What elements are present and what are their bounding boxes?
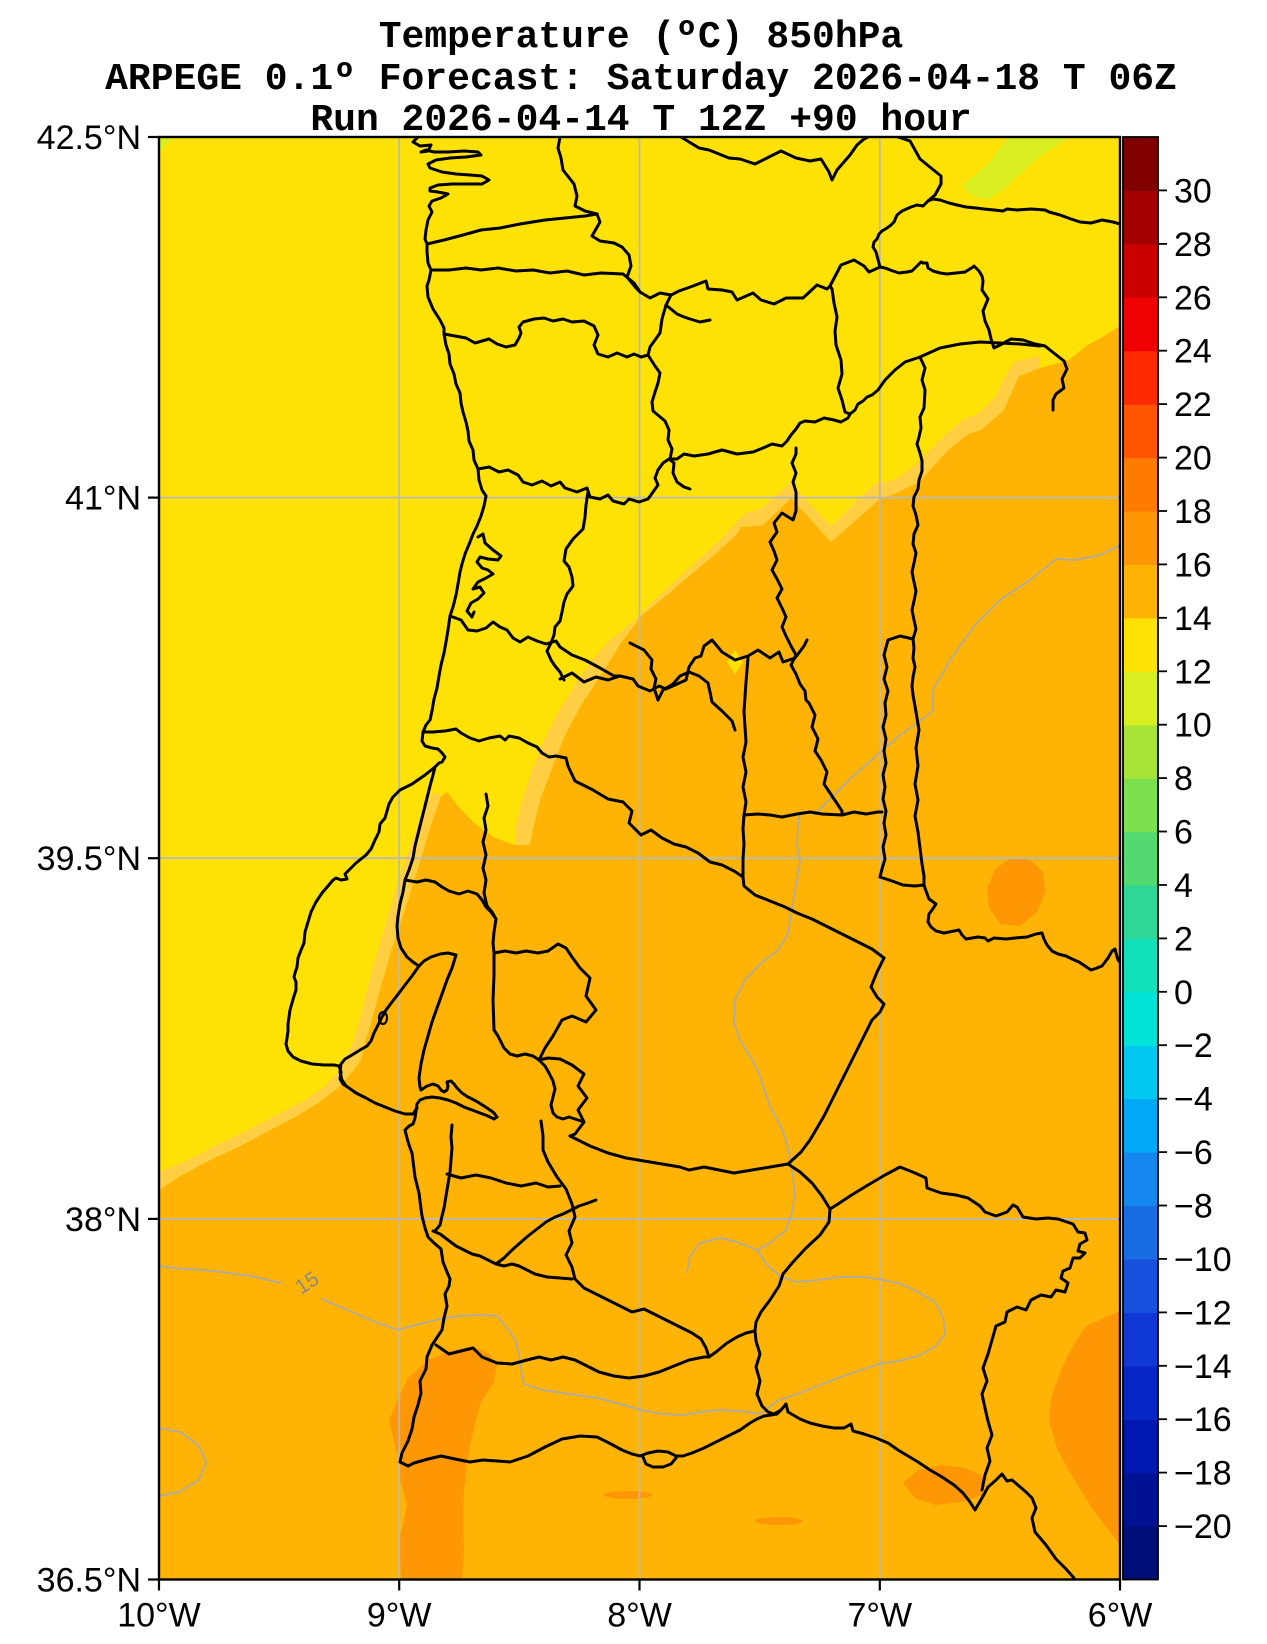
svg-text:22: 22 <box>1174 386 1212 424</box>
svg-text:Run 2026-04-14 T 12Z +90 hour: Run 2026-04-14 T 12Z +90 hour <box>310 99 971 142</box>
svg-text:6°W: 6°W <box>1088 1597 1153 1635</box>
svg-text:24: 24 <box>1174 333 1212 371</box>
svg-text:36.5°N: 36.5°N <box>37 1562 141 1600</box>
svg-text:7°W: 7°W <box>847 1597 912 1635</box>
svg-text:8: 8 <box>1174 760 1193 798</box>
svg-text:−6: −6 <box>1174 1134 1213 1172</box>
svg-text:26: 26 <box>1174 279 1212 317</box>
svg-text:18: 18 <box>1174 493 1212 531</box>
svg-text:41°N: 41°N <box>65 480 141 518</box>
svg-text:16: 16 <box>1174 546 1212 584</box>
svg-text:−8: −8 <box>1174 1188 1213 1226</box>
svg-text:−16: −16 <box>1174 1401 1232 1439</box>
svg-text:14: 14 <box>1174 600 1212 638</box>
svg-text:8°W: 8°W <box>607 1597 672 1635</box>
svg-text:−2: −2 <box>1174 1027 1213 1065</box>
svg-text:10°W: 10°W <box>117 1597 201 1635</box>
svg-text:2: 2 <box>1174 920 1193 958</box>
svg-text:12: 12 <box>1174 653 1212 691</box>
svg-text:10: 10 <box>1174 707 1212 745</box>
svg-text:39.5°N: 39.5°N <box>37 840 141 878</box>
svg-text:Temperature (ºC) 850hPa: Temperature (ºC) 850hPa <box>379 16 904 59</box>
svg-text:4: 4 <box>1174 867 1193 905</box>
svg-text:−18: −18 <box>1174 1455 1232 1493</box>
svg-text:28: 28 <box>1174 226 1212 264</box>
svg-text:20: 20 <box>1174 440 1212 478</box>
svg-text:6: 6 <box>1174 814 1193 852</box>
svg-text:30: 30 <box>1174 172 1212 210</box>
svg-text:38°N: 38°N <box>65 1201 141 1239</box>
svg-text:0: 0 <box>1174 974 1193 1012</box>
svg-text:ARPEGE 0.1º Forecast: Saturday: ARPEGE 0.1º Forecast: Saturday 2026-04-1… <box>105 58 1177 101</box>
svg-text:−12: −12 <box>1174 1294 1232 1332</box>
svg-text:9°W: 9°W <box>367 1597 432 1635</box>
svg-text:42.5°N: 42.5°N <box>37 119 141 157</box>
svg-text:−4: −4 <box>1174 1081 1213 1119</box>
svg-text:−14: −14 <box>1174 1348 1232 1386</box>
svg-text:−20: −20 <box>1174 1508 1232 1546</box>
svg-text:−10: −10 <box>1174 1241 1232 1279</box>
